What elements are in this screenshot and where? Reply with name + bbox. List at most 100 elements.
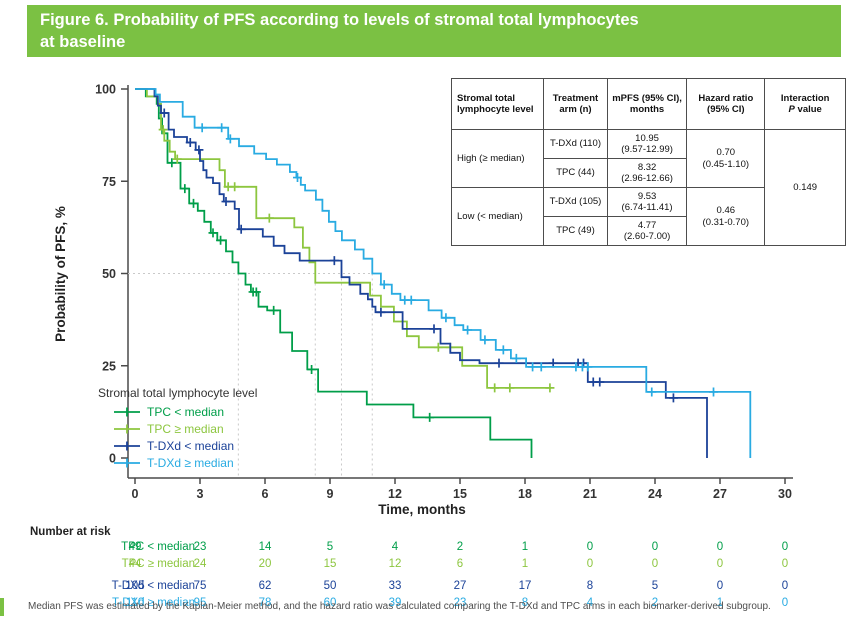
censor-tick bbox=[329, 256, 339, 266]
y-axis-label: Probability of PFS, % bbox=[53, 206, 68, 342]
risk-row-2: TPC ≥ median 44 24 20 15 12 6 1 0 0 0 0 bbox=[0, 558, 846, 573]
km-line-plus-icon bbox=[114, 407, 140, 416]
censor-tick bbox=[545, 383, 555, 393]
censor-tick bbox=[425, 412, 435, 422]
censor-tick bbox=[441, 313, 451, 323]
censor-tick bbox=[221, 197, 231, 207]
censor-tick bbox=[583, 362, 593, 372]
risk-row-label: TPC < median bbox=[121, 541, 195, 553]
arm-cell: TPC (44) bbox=[543, 158, 608, 188]
median-reference-lines bbox=[128, 273, 373, 478]
km-line-plus-icon bbox=[114, 424, 140, 433]
censor-tick bbox=[433, 342, 443, 352]
risk-row-4: T-DXd ≥ median 110 95 78 60 39 23 8 4 2 1 0 bbox=[0, 597, 846, 612]
censor-tick bbox=[236, 224, 246, 234]
risk-value: 0 bbox=[716, 558, 724, 570]
mpfs-cell: 8.32 (2.96-12.66) bbox=[606, 158, 688, 188]
header-interaction-p: Interaction P value bbox=[764, 78, 846, 130]
y-tick-label: 75 bbox=[102, 175, 116, 189]
censor-tick bbox=[217, 123, 227, 133]
legend-item-label: TPC ≥ median bbox=[147, 421, 224, 436]
risk-row-label: TPC ≥ median bbox=[121, 558, 195, 570]
header-stromal-level: Stromal total lymphocyte level bbox=[450, 78, 545, 130]
censor-tick bbox=[490, 383, 500, 393]
risk-row-label: T-DXd ≥ median bbox=[111, 597, 195, 609]
risk-value: 39 bbox=[388, 597, 402, 609]
x-tick-label: 6 bbox=[262, 487, 269, 501]
risk-value: 14 bbox=[258, 541, 272, 553]
risk-value: 6 bbox=[456, 558, 464, 570]
censor-tick bbox=[511, 353, 521, 363]
censor-tick bbox=[307, 364, 317, 374]
censor-marks-2 bbox=[158, 125, 555, 393]
table-row: TPC (49) 4.77 (2.60-7.00) bbox=[452, 216, 846, 246]
risk-value: 0 bbox=[586, 558, 594, 570]
km-curve-1 bbox=[135, 88, 533, 458]
risk-value: 105 bbox=[125, 580, 145, 592]
legend-item-4: T-DXd ≥ median bbox=[114, 454, 257, 471]
x-tick-label: 21 bbox=[583, 487, 597, 501]
risk-value: 2 bbox=[651, 597, 659, 609]
risk-value: 0 bbox=[651, 558, 659, 570]
footnote: Median PFS was estimated by the Kaplan-M… bbox=[28, 601, 771, 612]
risk-value: 27 bbox=[453, 580, 467, 592]
risk-value: 1 bbox=[521, 541, 529, 553]
risk-value: 62 bbox=[258, 580, 272, 592]
censor-tick bbox=[197, 123, 207, 133]
risk-value: 12 bbox=[388, 558, 402, 570]
mpfs-cell: 9.53 (6.74-11.41) bbox=[606, 187, 688, 217]
risk-value: 15 bbox=[323, 558, 337, 570]
risk-value: 78 bbox=[258, 597, 272, 609]
risk-value: 1 bbox=[521, 558, 529, 570]
table-row: High (≥ median) T-DXd (110) 10.95 (9.57-… bbox=[450, 129, 846, 246]
censor-tick bbox=[293, 173, 303, 183]
interaction-p-cell: 0.149 bbox=[764, 129, 846, 246]
legend-item-2: TPC ≥ median bbox=[114, 420, 257, 437]
legend-title: Stromal total lymphocyte level bbox=[98, 386, 258, 400]
censor-tick bbox=[494, 358, 504, 368]
legend-item-label: T-DXd ≥ median bbox=[147, 455, 234, 470]
censor-tick bbox=[668, 393, 678, 403]
table-row: TPC (44) 8.32 (2.96-12.66) bbox=[452, 158, 846, 188]
censor-tick bbox=[158, 125, 168, 135]
risk-value: 4 bbox=[391, 541, 399, 553]
y-tick-label: 100 bbox=[95, 83, 116, 97]
censor-tick bbox=[379, 280, 389, 290]
arm-cell: T-DXd (105) bbox=[543, 187, 608, 217]
hr-cell-low: 0.46 (0.31-0.70) bbox=[686, 187, 766, 246]
y-tick-label: 50 bbox=[102, 267, 116, 281]
censor-tick bbox=[225, 134, 235, 144]
legend-item-label: T-DXd < median bbox=[147, 438, 235, 453]
risk-value: 50 bbox=[323, 580, 337, 592]
censor-tick bbox=[376, 307, 386, 317]
header-hazard-ratio: Hazard ratio (95% CI) bbox=[686, 78, 766, 130]
risk-value: 8 bbox=[586, 580, 594, 592]
x-tick-label: 15 bbox=[453, 487, 467, 501]
risk-row-3: T-DXd < median 105 75 62 50 33 27 17 8 5 0 0 bbox=[0, 580, 846, 595]
censor-tick bbox=[269, 305, 279, 315]
censor-tick bbox=[208, 228, 218, 238]
censor-tick bbox=[230, 182, 240, 192]
censor-tick bbox=[536, 362, 546, 372]
censor-tick bbox=[406, 295, 416, 305]
figure-title-bar: Figure 6. Probability of PFS according t… bbox=[27, 5, 841, 57]
risk-value: 5 bbox=[651, 580, 659, 592]
x-tick-label: 18 bbox=[518, 487, 532, 501]
censor-tick bbox=[194, 145, 204, 155]
risk-value: 4 bbox=[586, 597, 594, 609]
censor-tick bbox=[172, 154, 182, 164]
risk-value: 8 bbox=[521, 597, 529, 609]
censor-tick bbox=[167, 158, 177, 168]
km-line-plus-icon bbox=[114, 458, 140, 467]
tick-labels: 0 25 50 75 100 0 3 6 9 12 15 18 21 24 27 30 bbox=[95, 83, 792, 502]
risk-value: 33 bbox=[388, 580, 402, 592]
x-tick-label: 24 bbox=[648, 487, 662, 501]
risk-value: 0 bbox=[781, 597, 789, 609]
censor-marks-1 bbox=[167, 158, 435, 422]
risk-value: 75 bbox=[193, 580, 207, 592]
risk-value: 23 bbox=[453, 597, 467, 609]
risk-row-label: T-DXd < median bbox=[111, 580, 195, 592]
figure-title: Figure 6. Probability of PFS according t… bbox=[27, 5, 841, 53]
figure-title-line2: at baseline bbox=[40, 33, 126, 51]
